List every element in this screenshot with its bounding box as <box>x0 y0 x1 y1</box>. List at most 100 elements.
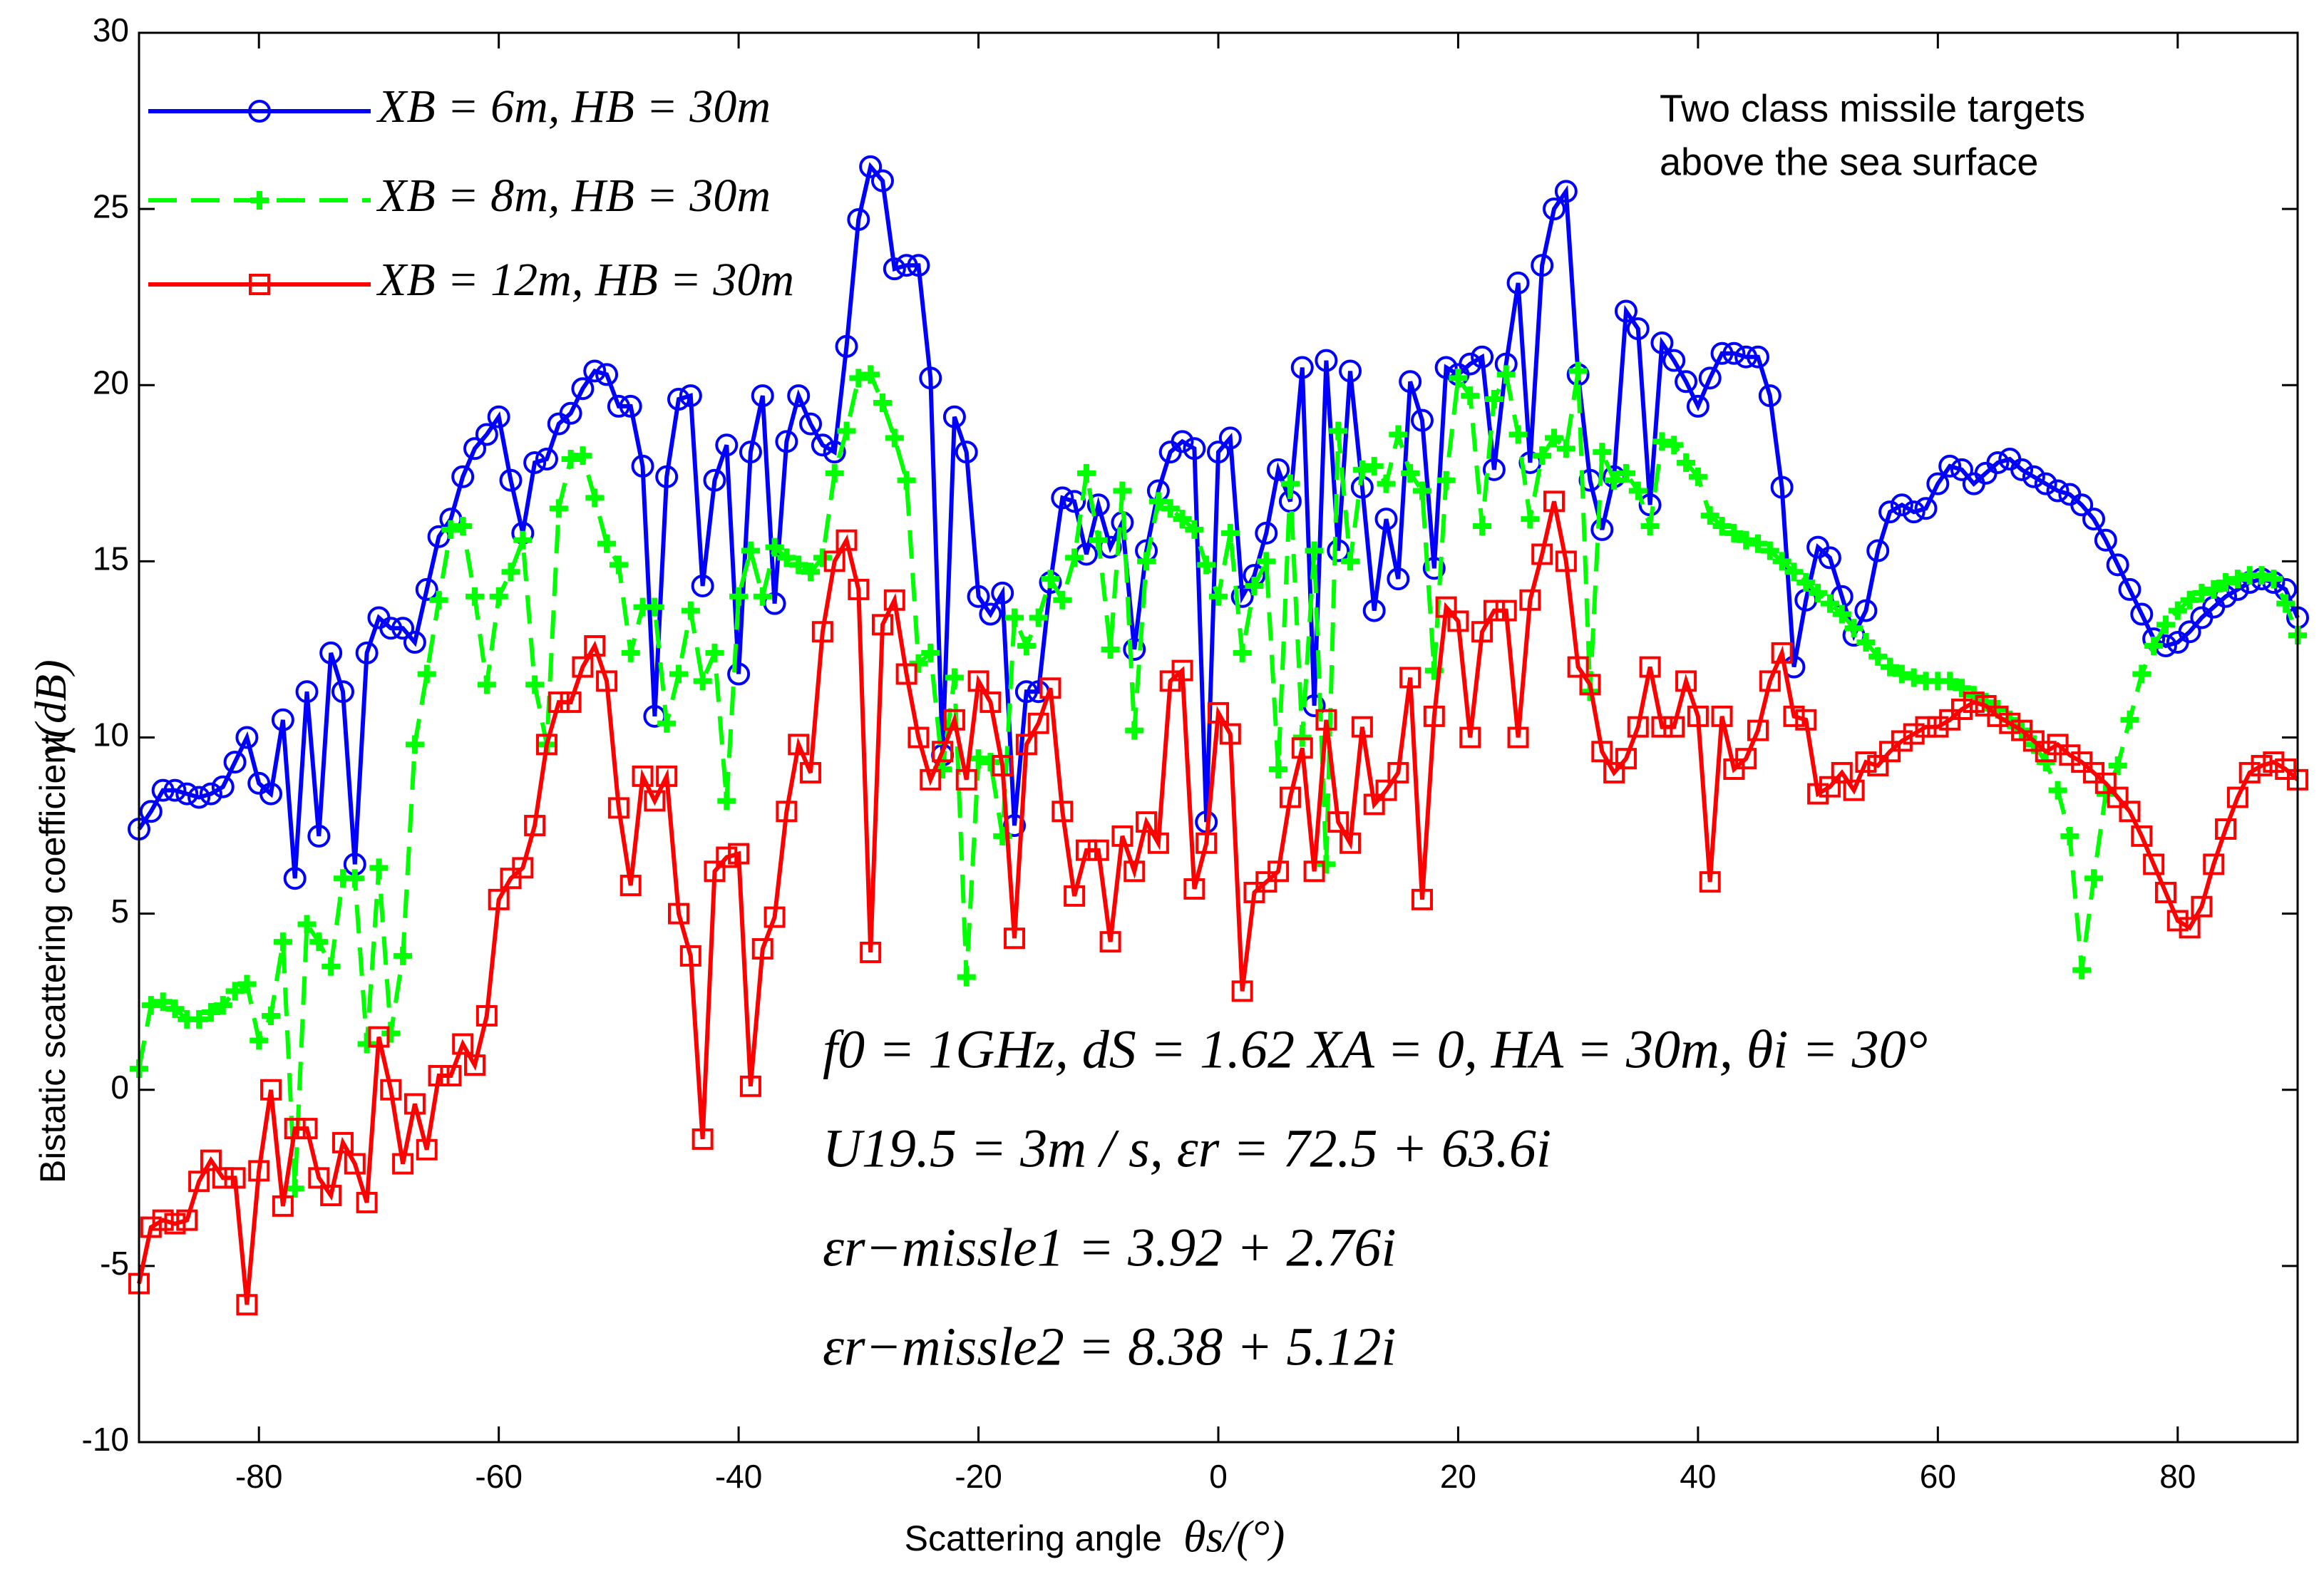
marker <box>487 405 510 428</box>
marker <box>2035 741 2057 763</box>
marker <box>837 421 856 441</box>
marker <box>1844 619 1863 638</box>
marker <box>1952 679 1971 698</box>
legend-marker <box>249 274 270 295</box>
marker <box>739 1075 761 1097</box>
marker <box>885 428 904 448</box>
marker <box>1938 454 1962 478</box>
marker <box>2107 786 2129 808</box>
marker <box>775 430 798 453</box>
marker <box>1014 680 1038 704</box>
marker <box>1113 481 1132 500</box>
marker <box>1568 361 1588 381</box>
legend-marker <box>248 100 271 123</box>
marker <box>1208 701 1229 724</box>
marker <box>1555 550 1577 572</box>
marker <box>213 996 232 1015</box>
marker <box>1447 610 1469 632</box>
marker <box>1784 562 1804 582</box>
marker <box>1688 467 1707 486</box>
marker <box>535 734 557 756</box>
marker <box>1796 573 1816 592</box>
marker <box>1832 605 1851 624</box>
marker <box>2108 756 2127 776</box>
marker <box>1173 510 1192 529</box>
marker <box>870 169 894 192</box>
marker <box>524 815 546 837</box>
marker <box>1854 599 1878 622</box>
marker <box>535 448 558 471</box>
marker <box>2251 755 2273 777</box>
marker <box>235 726 259 749</box>
marker <box>1315 349 1338 372</box>
x-tick-label: 20 <box>1440 1458 1476 1495</box>
marker <box>320 1185 342 1207</box>
marker <box>2179 917 2201 939</box>
marker <box>560 691 582 714</box>
marker <box>357 1034 376 1054</box>
marker <box>873 393 892 412</box>
marker <box>1412 481 1431 500</box>
marker <box>942 405 966 428</box>
marker <box>895 254 918 277</box>
marker <box>1257 552 1276 571</box>
marker <box>897 470 916 490</box>
marker <box>380 1079 402 1101</box>
marker <box>1662 349 1686 372</box>
marker <box>488 888 510 910</box>
marker <box>1340 832 1362 854</box>
marker <box>225 982 245 1001</box>
marker <box>969 749 988 768</box>
marker <box>319 641 343 664</box>
marker <box>501 562 520 582</box>
marker <box>787 384 811 408</box>
marker <box>1735 748 1757 770</box>
y-tick-label: -5 <box>100 1245 129 1282</box>
marker <box>1651 716 1673 738</box>
x-tick-label: 0 <box>1209 1458 1228 1495</box>
marker <box>1387 567 1410 591</box>
marker <box>657 714 677 733</box>
marker <box>163 778 187 802</box>
equation: εr−missle1 = 3.92 + 2.76i <box>823 1218 1397 1277</box>
marker <box>1471 345 1494 369</box>
marker <box>1185 520 1204 539</box>
marker <box>415 577 438 601</box>
marker <box>1521 510 1540 529</box>
marker <box>1317 855 1336 874</box>
marker <box>262 1006 281 1025</box>
marker <box>644 790 666 812</box>
marker <box>992 755 1014 777</box>
marker <box>727 662 751 686</box>
marker <box>271 708 294 731</box>
y-tick-label: 20 <box>93 364 129 401</box>
marker <box>1712 516 1732 535</box>
marker <box>777 548 796 567</box>
marker <box>1627 716 1649 738</box>
marker <box>679 945 701 967</box>
marker <box>2156 615 2175 634</box>
marker <box>2166 910 2189 932</box>
marker <box>2191 895 2213 917</box>
marker <box>1914 497 1938 520</box>
legend-label: XB = 6m, HB = 30m <box>376 81 771 133</box>
marker <box>801 562 821 582</box>
marker <box>1758 384 1781 408</box>
marker <box>297 915 317 934</box>
marker <box>859 155 883 178</box>
marker <box>322 957 341 976</box>
marker <box>1039 677 1061 699</box>
marker <box>871 614 893 636</box>
marker <box>1710 341 1734 365</box>
marker <box>1473 516 1492 535</box>
marker <box>2226 786 2248 808</box>
marker <box>2132 664 2151 684</box>
marker <box>2143 853 2165 875</box>
marker <box>1269 759 1288 778</box>
marker <box>1352 460 1372 479</box>
marker <box>1148 492 1168 511</box>
marker <box>1003 814 1027 838</box>
marker <box>1183 878 1205 900</box>
marker <box>729 587 749 606</box>
